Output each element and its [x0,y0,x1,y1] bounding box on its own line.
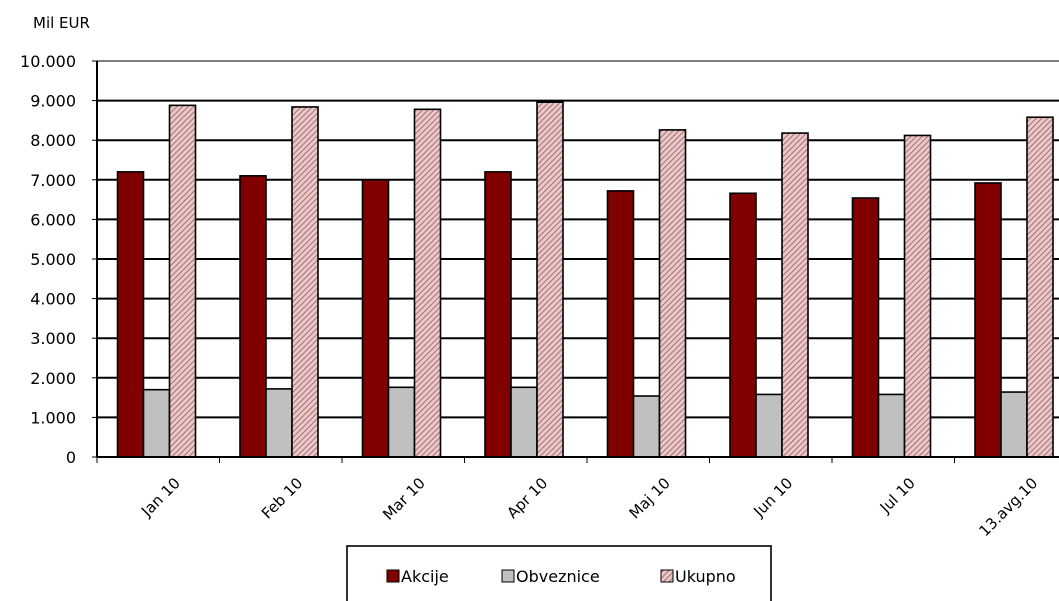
bar-akcije [729,192,757,458]
bar-obveznice [510,386,538,458]
bar-ukupno [1026,116,1054,458]
legend-swatch-akcije [386,569,400,583]
bar-obveznice [1000,391,1028,458]
y-tick-label: 9.000 [30,92,76,111]
bar-akcije [239,175,267,458]
x-tick-label: Maj 10 [626,474,674,522]
bar-obveznice [632,395,661,458]
legend-swatch-obveznice [501,569,515,583]
legend: Akcije Obveznice Ukupno [346,545,772,601]
x-tick-label: Jul 10 [876,474,919,517]
legend-box [346,545,772,601]
legend-label-obveznice: Obveznice [516,567,600,586]
legend-swatch-ukupno [660,569,674,583]
bar-ukupno [536,101,564,458]
y-tick-label: 10.000 [20,52,76,71]
bar-akcije [974,182,1002,458]
y-tick-label: 5.000 [30,250,76,269]
y-tick-label: 1.000 [30,408,76,427]
legend-label-ukupno: Ukupno [675,567,736,586]
x-tick-label: 13.avg.10 [975,474,1041,540]
bar-ukupno [291,106,319,458]
x-tick-label: Apr 10 [503,474,551,522]
bar-akcije [851,197,880,458]
y-tick-label: 8.000 [30,131,76,150]
legend-label-akcije: Akcije [401,567,449,586]
bar-akcije [606,190,635,458]
bar-obveznice [142,388,171,458]
bar-obveznice [755,393,783,458]
x-tick-label: Mar 10 [379,474,429,524]
x-tick-label: Jan 10 [137,474,184,521]
y-tick-label: 3.000 [30,329,76,348]
bar-ukupno [903,134,932,458]
bar-ukupno [781,132,809,458]
bar-ukupno [168,104,197,458]
bar-ukupno [658,129,687,458]
x-tick-label: Feb 10 [258,474,306,522]
bar-obveznice [387,386,416,458]
y-axis: 0 1.000 2.000 3.000 4.000 5.000 6.000 7.000 8.00… [20,52,98,467]
x-tick-label: Jun 10 [749,474,796,521]
bar-akcije [484,171,512,458]
unit-label: Mil EUR [33,14,90,32]
y-tick-label: 7.000 [30,171,76,190]
x-axis: Jan 10 Feb 10 Mar 10 Apr 10 Maj 10 Jun 10 Jul … [96,456,1059,540]
bar-akcije [361,179,390,458]
y-tick-label: 6.000 [30,210,76,229]
y-tick-label: 4.000 [30,290,76,309]
bar-obveznice [265,388,293,458]
y-tick-label: 0 [66,448,76,467]
bar-ukupno [413,108,442,458]
bar-obveznice [877,393,906,458]
bar-akcije [116,171,145,458]
y-tick-label: 2.000 [30,369,76,388]
bars [116,101,1054,458]
